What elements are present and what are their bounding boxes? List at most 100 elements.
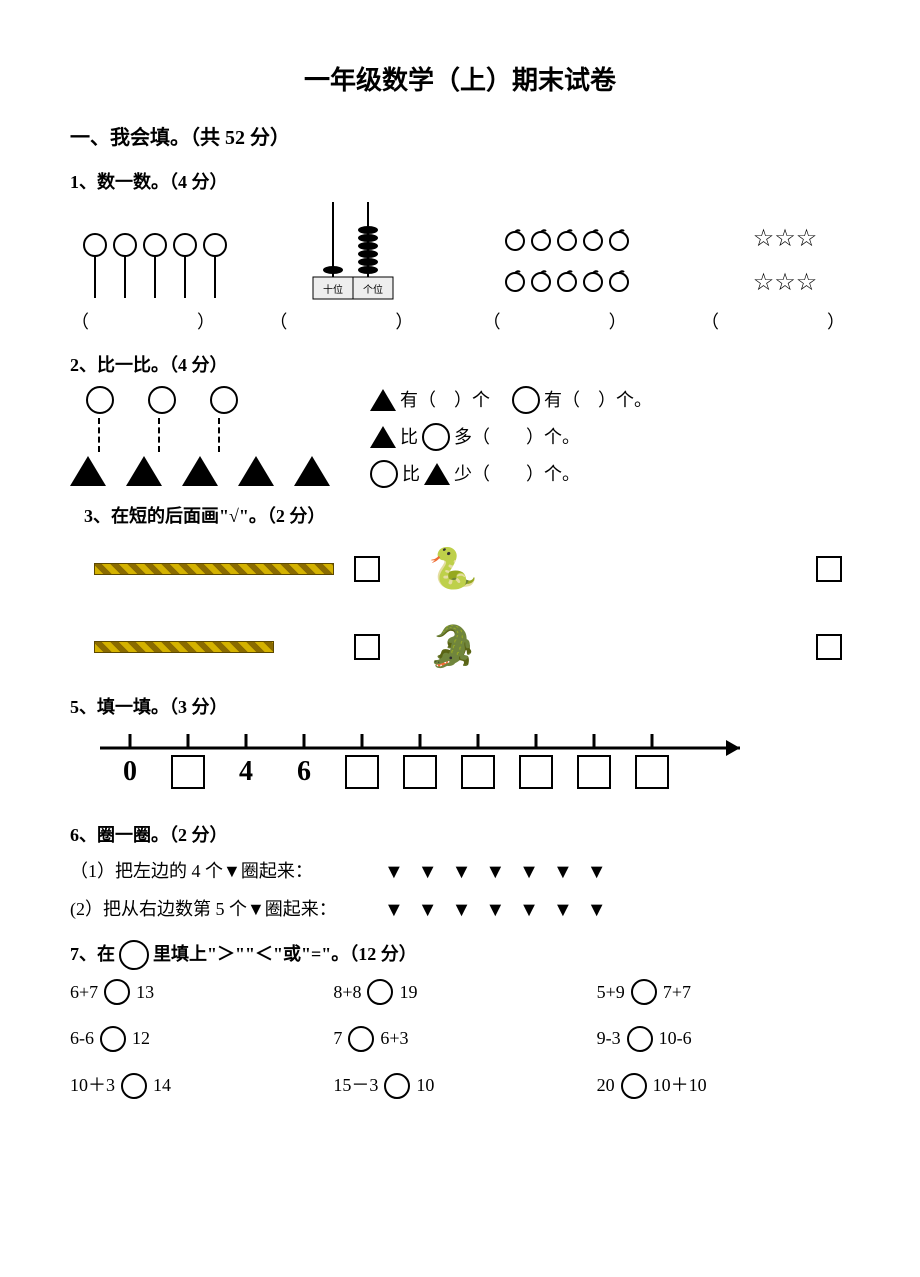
q1-balloons-cell: （ ） <box>70 232 240 337</box>
q3-check-1[interactable] <box>354 556 380 582</box>
q7-compare-circle[interactable] <box>384 1073 410 1099</box>
q1-abacus-cell: 十位 个位 （ ） <box>293 202 413 337</box>
q7-item: 9-3 10-6 <box>597 1024 850 1053</box>
q5-answer-box[interactable] <box>346 756 378 788</box>
q5-answer-box[interactable] <box>636 756 668 788</box>
q6-triangles-1[interactable]: ▼▼▼▼▼▼▼ <box>384 856 621 888</box>
q7-compare-circle[interactable] <box>631 979 657 1005</box>
q2-text-3b: 少（ ）个。 <box>454 460 580 489</box>
balloon-icon <box>82 232 108 302</box>
q7-right: 12 <box>132 1024 150 1053</box>
q7-item: 6-6 12 <box>70 1024 323 1053</box>
q1-answer-4[interactable]: （ ） <box>701 308 869 337</box>
q2-line-2: 比 多（ ）个。 <box>370 423 652 452</box>
triangle-icon <box>126 456 162 486</box>
q7-left: 15－3 <box>333 1071 378 1100</box>
q6-line-2: (2）把从右边数第 5 个▼圈起来： ▼▼▼▼▼▼▼ <box>70 894 850 926</box>
q6-text-2: (2）把从右边数第 5 个▼圈起来： <box>70 895 370 924</box>
q2-text-3a: 比 <box>402 460 420 489</box>
q1-apples-row1 <box>502 226 632 261</box>
q7-left: 7 <box>333 1024 342 1053</box>
dash-line <box>218 418 220 452</box>
triangle-icon <box>70 456 106 486</box>
q7-compare-circle[interactable] <box>100 1026 126 1052</box>
q1-answer-3[interactable]: （ ） <box>483 308 651 337</box>
q3-body: 🐍 🐊 <box>70 537 850 679</box>
q1-answer-2[interactable]: （ ） <box>269 308 437 337</box>
crocodile-icon: 🐊 <box>428 615 816 679</box>
q2-dashes <box>70 418 330 452</box>
q6-line-1: （1）把左边的 4 个▼圈起来： ▼▼▼▼▼▼▼ <box>70 856 850 888</box>
balloon-icon <box>142 232 168 302</box>
circle-icon <box>210 386 238 414</box>
balloon-icon <box>202 232 228 302</box>
q2-line-1: 有（ ）个 有（ ）个。 <box>370 386 652 415</box>
q7-right: 10-6 <box>659 1024 692 1053</box>
q2-body: 有（ ）个 有（ ）个。 比 多（ ）个。 比 少（ ）个。 <box>70 386 850 488</box>
q7-compare-circle[interactable] <box>104 979 130 1005</box>
triangle-icon <box>370 389 396 411</box>
q7-left: 10＋3 <box>70 1071 115 1100</box>
q7-compare-circle[interactable] <box>621 1073 647 1099</box>
q1-apples-cell: （ ） <box>467 226 667 337</box>
triangle-icon <box>294 456 330 486</box>
q7-compare-circle[interactable] <box>627 1026 653 1052</box>
svg-text:6: 6 <box>297 756 311 787</box>
triangle-icon <box>238 456 274 486</box>
svg-text:4: 4 <box>239 756 253 787</box>
q3-check-2[interactable] <box>354 634 380 660</box>
q2-text-1a: 有（ ）个 <box>400 386 490 415</box>
q7-left: 9-3 <box>597 1024 621 1053</box>
q7-heading-pre: 7、在 <box>70 940 115 969</box>
q7-item: 10＋3 14 <box>70 1071 323 1100</box>
circle-icon <box>512 386 540 414</box>
q3-heading: 3、在短的后面画"√"。（2 分） <box>84 502 850 531</box>
q7-item: 5+9 7+7 <box>597 978 850 1007</box>
q7-compare-circle[interactable] <box>348 1026 374 1052</box>
q7-item: 20 10＋10 <box>597 1071 850 1100</box>
dash-line <box>98 418 100 452</box>
q7-item: 8+8 19 <box>333 978 586 1007</box>
q7-item: 7 6+3 <box>333 1024 586 1053</box>
svg-text:个位: 个位 <box>363 283 383 296</box>
apple-icon <box>502 227 528 251</box>
q5-answer-box[interactable] <box>520 756 552 788</box>
q1-apples-row2 <box>502 267 632 302</box>
q7-left: 20 <box>597 1071 615 1100</box>
abacus-icon: 十位 个位 <box>308 202 398 302</box>
q7-compare-circle[interactable] <box>367 979 393 1005</box>
q5-numberline: 046 <box>70 728 850 807</box>
q3-check-3[interactable] <box>816 556 842 582</box>
apple-icon <box>528 268 554 292</box>
q7-right: 6+3 <box>380 1024 408 1053</box>
q7-compare-circle[interactable] <box>121 1073 147 1099</box>
q1-answer-1[interactable]: （ ） <box>71 308 239 337</box>
q7-right: 10 <box>416 1071 434 1100</box>
q7-left: 6+7 <box>70 978 98 1007</box>
q7-item: 15－3 10 <box>333 1071 586 1100</box>
balloon-icon <box>112 232 138 302</box>
q5-answer-box[interactable] <box>404 756 436 788</box>
balloon-icon <box>172 232 198 302</box>
triangle-icon <box>370 426 396 448</box>
apple-icon <box>580 227 606 251</box>
rope-long <box>94 563 334 575</box>
q2-shapes <box>70 386 330 486</box>
circle-icon <box>422 423 450 451</box>
q1-heading: 1、数一数。（4 分） <box>70 168 850 197</box>
q7-right: 13 <box>136 978 154 1007</box>
apple-icon <box>554 227 580 251</box>
q5-answer-box[interactable] <box>578 756 610 788</box>
q3-check-4[interactable] <box>816 634 842 660</box>
q5-answer-box[interactable] <box>462 756 494 788</box>
q5-answer-box[interactable] <box>172 756 204 788</box>
snake-icon: 🐍 <box>428 537 816 601</box>
q5-heading: 5、填一填。（3 分） <box>70 693 850 722</box>
circle-icon <box>148 386 176 414</box>
q6-triangles-2[interactable]: ▼▼▼▼▼▼▼ <box>384 894 621 926</box>
svg-text:十位: 十位 <box>323 283 343 296</box>
q1-stars-row2: ☆☆☆ <box>753 264 818 302</box>
q7-left: 6-6 <box>70 1024 94 1053</box>
q7-left: 5+9 <box>597 978 625 1007</box>
q7-item: 6+7 13 <box>70 978 323 1007</box>
